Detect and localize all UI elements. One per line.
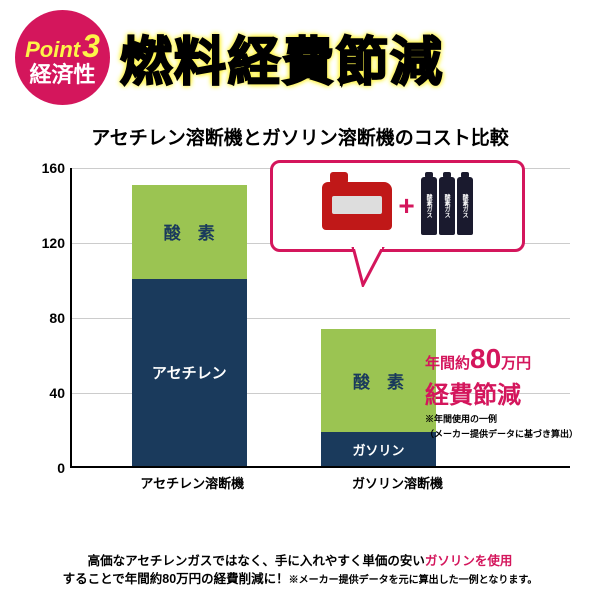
cylinder-icon: 酸素ガス [439, 177, 455, 235]
savings-line1: 年間約80万円 [425, 343, 580, 375]
savings-line2: 経費節減 [425, 375, 580, 410]
main-title: 燃料経費節減 [120, 20, 444, 95]
y-tick-label: 40 [49, 385, 65, 401]
badge-number: 3 [82, 28, 100, 64]
savings-note1: ※年間使用の一例 [425, 412, 580, 425]
header: Point3 経済性 燃料経費節減 [0, 0, 600, 115]
plus-icon: + [398, 190, 414, 222]
bar-chart: 04080120160 アセチレン酸 素ガソリン酸 素 + 酸素ガス 酸素ガス … [30, 168, 570, 503]
badge-subtitle: 経済性 [29, 64, 95, 86]
footer-text: 高価なアセチレンガスではなく、手に入れやすく単価の安いガソリンを使用 することで… [0, 553, 600, 588]
bar-segment: 酸 素 [321, 329, 436, 432]
bar-segment: 酸 素 [132, 185, 247, 279]
y-tick-label: 160 [42, 160, 65, 176]
x-axis-label: ガソリン溶断機 [340, 473, 455, 492]
y-axis: 04080120160 [30, 168, 70, 468]
product-callout: + 酸素ガス 酸素ガス 酸素ガス [270, 160, 525, 252]
footer-highlight: ガソリンを使用 [425, 554, 513, 568]
point-badge: Point3 経済性 [15, 10, 110, 105]
chart-subtitle: アセチレン溶断機とガソリン溶断機のコスト比較 [0, 123, 600, 150]
cylinder-icon: 酸素ガス [421, 177, 437, 235]
savings-text: 年間約80万円 経費節減 ※年間使用の一例 （メーカー提供データに基づき算出） [425, 343, 580, 440]
bar-segment: アセチレン [132, 279, 247, 467]
badge-point-text: Point [25, 37, 80, 62]
footer-disclaimer: ※メーカー提供データを元に算出した一例となります。 [289, 575, 538, 586]
callout-tail-icon [343, 247, 393, 287]
x-axis-label: アセチレン溶断機 [135, 473, 250, 492]
y-tick-label: 120 [42, 235, 65, 251]
cylinder-icon: 酸素ガス [457, 177, 473, 235]
gas-can-icon [322, 182, 392, 230]
bar-segment: ガソリン [321, 432, 436, 466]
y-tick-label: 80 [49, 310, 65, 326]
savings-note2: （メーカー提供データに基づき算出） [425, 427, 580, 440]
cylinder-group: 酸素ガス 酸素ガス 酸素ガス [421, 177, 473, 235]
y-tick-label: 0 [57, 460, 65, 476]
